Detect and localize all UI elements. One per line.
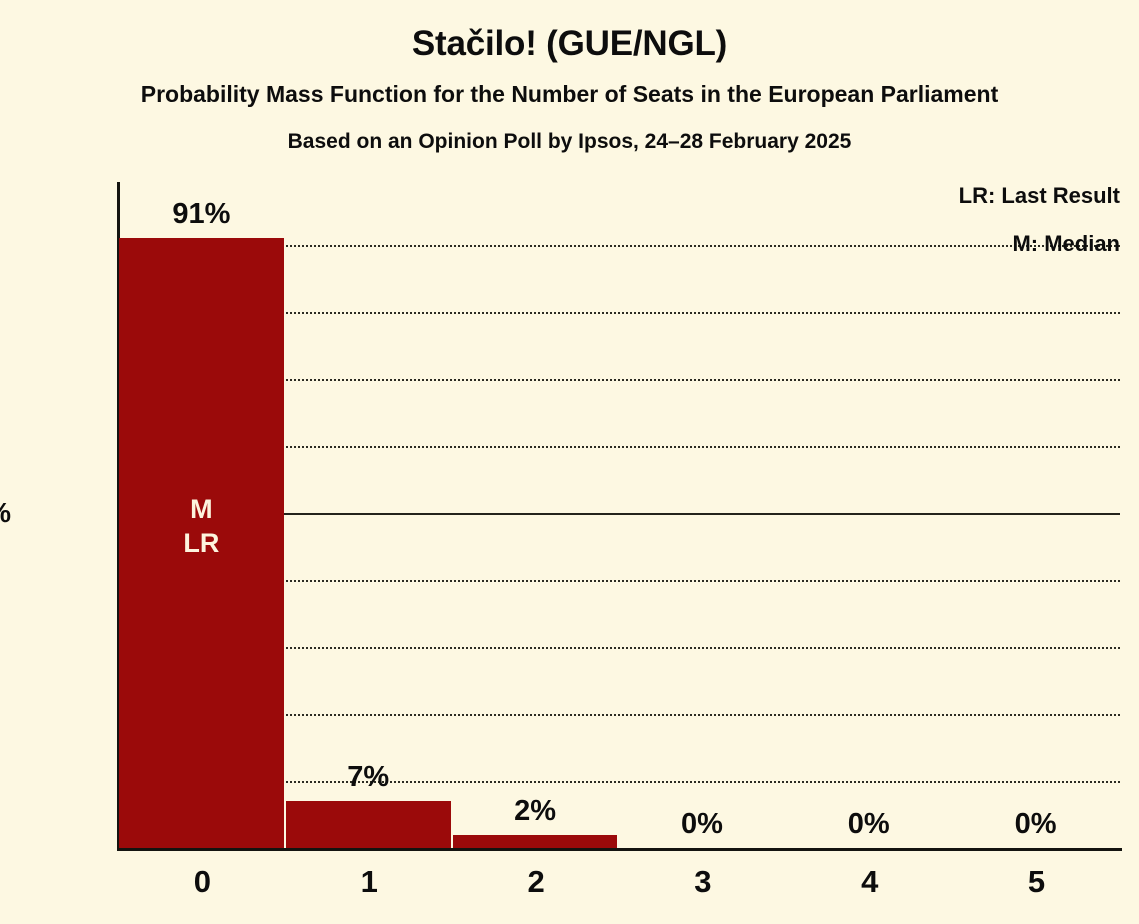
chart-legend: LR: Last Result M: Median: [959, 185, 1120, 255]
gridline-40pct: [119, 580, 1120, 582]
x-tick-label-4: 4: [861, 864, 879, 899]
chart-title-block: Stačilo! (GUE/NGL) Probability Mass Func…: [0, 0, 1139, 152]
chart-source-line: Based on an Opinion Poll by Ipsos, 24–28…: [287, 130, 852, 153]
legend-item-median: M: Median: [1012, 231, 1120, 256]
bar-seats-1[interactable]: [285, 801, 451, 848]
legend-item-last-result: LR: Last Result: [958, 183, 1120, 208]
y-axis-line: [117, 182, 120, 848]
last-result-marker: LR: [183, 527, 220, 558]
median-marker: M: [190, 494, 213, 525]
gridline-10pct: [119, 781, 1120, 783]
gridline-70pct: [119, 379, 1120, 381]
x-tick-label-1: 1: [360, 864, 378, 899]
y-axis-tick-label: 50%: [0, 499, 11, 527]
bar-value-label-2: 2%: [514, 794, 557, 827]
gridline-60pct: [119, 446, 1120, 448]
bar-value-label-0: 91%: [172, 198, 231, 231]
gridline-30pct: [119, 647, 1120, 649]
bar-seats-2[interactable]: [452, 834, 618, 848]
bar-seats-0[interactable]: [119, 238, 284, 848]
x-tick-label-5: 5: [1027, 864, 1046, 899]
bar-value-label-1: 7%: [347, 761, 390, 794]
bar-markers-0: M LR: [119, 493, 284, 560]
x-tick-label-0: 0: [193, 864, 212, 899]
gridline-50pct: [119, 513, 1120, 515]
gridline-20pct: [119, 714, 1120, 716]
x-tick-label-2: 2: [527, 864, 545, 899]
x-axis-line: [117, 848, 1122, 851]
bar-value-label-5: 0%: [1014, 808, 1057, 840]
chart-subtitle: Probability Mass Function for the Number…: [140, 81, 999, 107]
bar-value-label-4: 0%: [847, 808, 890, 840]
chart-plot-area: 91% 7% 2% 0% 0% 0% M LR: [117, 182, 1122, 851]
gridline-80pct: [119, 312, 1120, 314]
gridline-90pct: [119, 245, 1120, 247]
page-title: Stačilo! (GUE/NGL): [411, 24, 728, 63]
x-axis-tick-labels: 0 1 2 3 4 5: [119, 866, 1120, 897]
bar-value-label-3: 0%: [680, 808, 723, 840]
x-tick-label-3: 3: [694, 864, 712, 899]
